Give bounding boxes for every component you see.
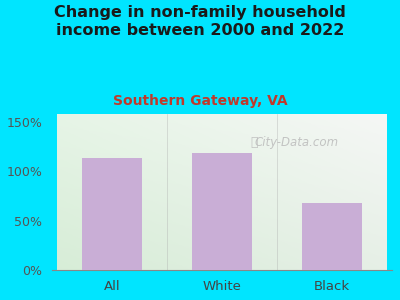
Text: ⦿: ⦿ xyxy=(250,136,258,148)
Text: Change in non-family household
income between 2000 and 2022: Change in non-family household income be… xyxy=(54,4,346,38)
Bar xyxy=(192,154,252,270)
Text: City-Data.com: City-Data.com xyxy=(255,136,339,148)
Bar xyxy=(82,158,142,270)
Text: Southern Gateway, VA: Southern Gateway, VA xyxy=(113,94,287,109)
Bar xyxy=(302,203,362,270)
